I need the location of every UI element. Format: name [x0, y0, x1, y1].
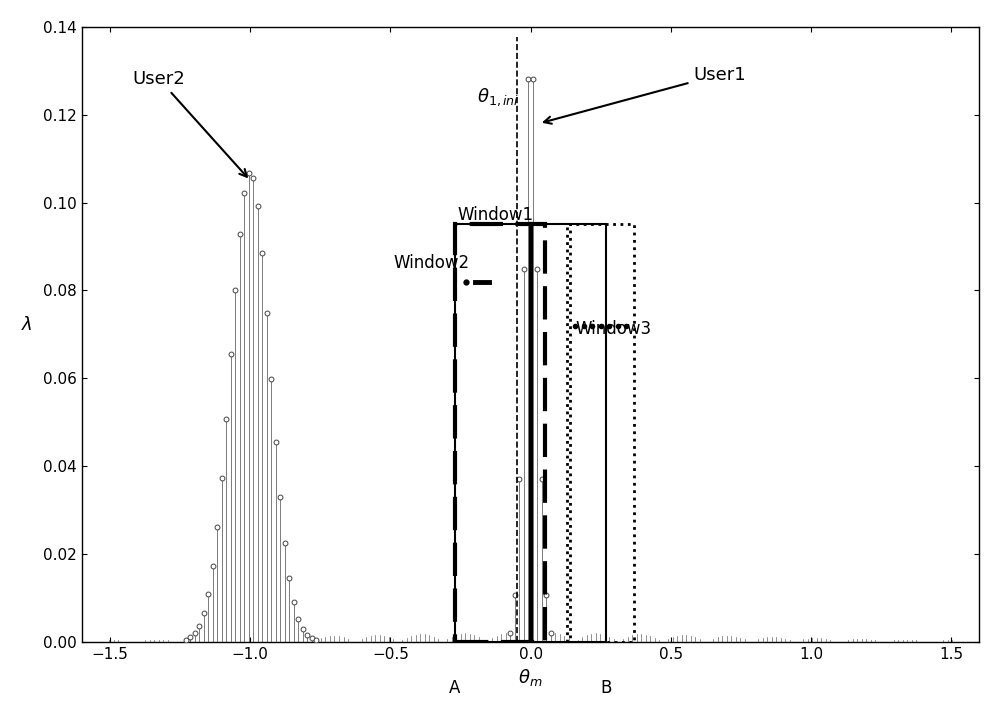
Text: User1: User1 [544, 66, 746, 124]
Text: B: B [601, 679, 612, 697]
Text: Window3: Window3 [575, 321, 652, 338]
Text: Window2: Window2 [393, 254, 469, 273]
Text: A: A [449, 679, 461, 697]
Bar [455, 224, 545, 642]
Text: User2: User2 [132, 70, 247, 177]
Bar [455, 224, 606, 642]
X-axis label: $\theta_m$: $\theta_m$ [518, 667, 543, 688]
Bar [570, 224, 634, 642]
Text: $\theta_{1,ini}$: $\theta_{1,ini}$ [477, 86, 520, 108]
Text: Window1: Window1 [458, 206, 534, 224]
Y-axis label: $\lambda$: $\lambda$ [21, 316, 32, 334]
